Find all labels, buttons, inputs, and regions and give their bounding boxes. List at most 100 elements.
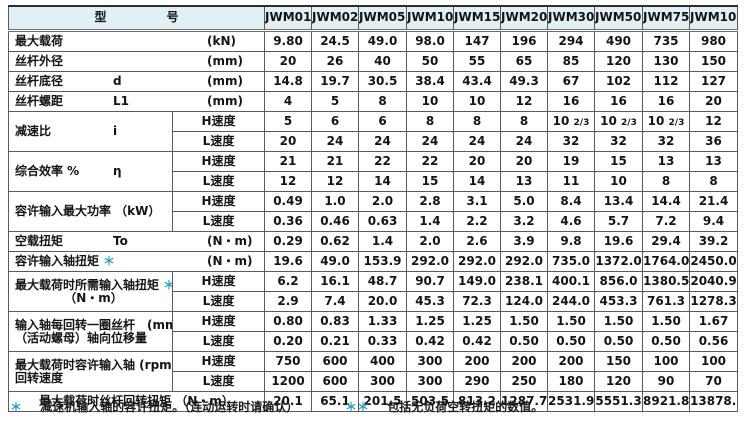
footnote-single-star: ＊ 减速机输入轴的容许扭矩。（连动运转时请确认） bbox=[10, 398, 298, 415]
value-cell: 20 bbox=[264, 131, 313, 152]
value-cell: 1287.7 bbox=[500, 391, 549, 412]
value-cell: 32 bbox=[547, 131, 596, 152]
value-cell: 19.6 bbox=[264, 251, 313, 272]
value-cell: 14 bbox=[358, 171, 408, 192]
value-cell: 14 bbox=[453, 171, 502, 192]
value-cell: 2040.9 bbox=[689, 271, 739, 292]
value-cell: 3.9 bbox=[500, 231, 549, 252]
value-cell: 150 bbox=[594, 351, 644, 372]
row-label-cell: 容许输入轴扭矩＊ (N・m) bbox=[7, 251, 266, 272]
value-cell: 1.4 bbox=[406, 211, 455, 232]
row-unit: (mm) bbox=[207, 53, 243, 68]
table-head: 型 号JWM010JWM025JWM050JWM100JWM150JWM200J… bbox=[7, 5, 739, 32]
value-cell: 150 bbox=[689, 51, 739, 72]
table-row: 丝杆螺距 L1 (mm) 4 5 8 10 10 12 16 16 16 20 bbox=[7, 91, 739, 112]
value-cell: 238.1 bbox=[500, 271, 549, 292]
value-cell: 8 bbox=[689, 171, 739, 192]
value-cell: 2.8 bbox=[406, 191, 455, 212]
value-cell: 65 bbox=[500, 51, 549, 72]
value-cell: 10 bbox=[453, 91, 502, 112]
row-label-text: 最大载荷 bbox=[15, 34, 64, 49]
value-cell: 19.7 bbox=[311, 71, 360, 92]
row-symbol: L1 bbox=[113, 93, 129, 108]
value-cell: 12 bbox=[500, 91, 549, 112]
value-cell: 24 bbox=[358, 131, 408, 152]
value-cell: 400 bbox=[358, 351, 408, 372]
value-cell: 20 bbox=[264, 51, 313, 72]
value-cell: 127 bbox=[689, 71, 739, 92]
value-cell: 24 bbox=[406, 131, 455, 152]
value-cell: 15 bbox=[594, 151, 644, 172]
footnote-bar: ＊ 减速机输入轴的容许扭矩。（连动运转时请确认） ＊＊ 包括无负荷空转扭矩的数值… bbox=[0, 398, 745, 418]
spec-table: 型 号JWM010JWM025JWM050JWM100JWM150JWM200J… bbox=[7, 5, 739, 412]
value-cell: 9.80 bbox=[264, 30, 313, 52]
value-cell: 292.0 bbox=[406, 251, 455, 272]
row-label-text: 丝杆螺距 bbox=[15, 94, 64, 109]
table-row: L速度 12 12 14 15 14 13 11 10 8 8 bbox=[9, 171, 739, 192]
value-cell: 16.1 bbox=[311, 271, 360, 292]
row-label-text: 容许输入轴扭矩 bbox=[15, 254, 100, 269]
value-cell: 13878.3 bbox=[689, 391, 739, 412]
value-cell: 16 bbox=[594, 91, 644, 112]
value-cell: 200 bbox=[500, 351, 549, 372]
row-label: 最大载荷时丝杆回转扭矩 （N・m） bbox=[10, 395, 264, 408]
value-cell: 19 bbox=[547, 151, 596, 172]
speed-label-cell: L速度 bbox=[171, 211, 266, 232]
value-cell: 43.4 bbox=[453, 71, 502, 92]
column-header: JWM1000 bbox=[689, 5, 739, 32]
value-cell: 856.0 bbox=[594, 271, 644, 292]
value-cell: 2.9 bbox=[264, 291, 313, 312]
value-cell: 10 bbox=[406, 91, 455, 112]
value-cell: 1.25 bbox=[453, 311, 502, 332]
row-symbol: i bbox=[113, 123, 118, 138]
value-cell: 7.2 bbox=[642, 211, 691, 232]
row-label-text: 减速比 bbox=[15, 124, 52, 139]
speed-label-cell: L速度 bbox=[171, 171, 266, 192]
footnote-double-star: ＊＊ 包括无负荷空转扭矩的数值。 bbox=[345, 398, 543, 415]
value-cell: 5.7 bbox=[594, 211, 644, 232]
value-cell: 0.33 bbox=[358, 331, 408, 352]
value-cell: 12 bbox=[311, 171, 360, 192]
column-header: JWM100 bbox=[406, 5, 455, 32]
row-label: 容许输入轴扭矩＊ bbox=[15, 255, 264, 268]
row-label-cell: 丝杆螺距 L1 (mm) bbox=[7, 91, 266, 112]
row-label-line2: 回转速度 bbox=[15, 370, 64, 385]
value-cell: 24 bbox=[500, 131, 549, 152]
row-label-cell: 综合效率 % η bbox=[8, 151, 173, 192]
value-cell: 50 bbox=[406, 51, 455, 72]
column-header: JWM025 bbox=[311, 5, 360, 32]
table-row: 最大载荷时丝杆回转扭矩 （N・m） 20.1 65.1 201.5 503.5 813.2… bbox=[7, 391, 739, 412]
value-cell: 0.36 bbox=[264, 211, 313, 232]
table-row: 容许输入轴扭矩＊ (N・m) 19.6 49.0 153.9 292.0 292.0 292.… bbox=[7, 251, 739, 272]
table-row: 容许输入最大功率 （kW） H速度 0.49 1.0 2.0 2.8 3.1 5.0 8.4 13… bbox=[8, 191, 739, 232]
value-cell: 40 bbox=[358, 51, 408, 72]
value-cell: 9.8 bbox=[547, 231, 596, 252]
value-cell: 24.5 bbox=[311, 30, 360, 52]
value-cell: 8 bbox=[406, 111, 455, 132]
table-row: L速度 0.36 0.46 0.63 1.4 2.2 3.2 4.6 5.7 7.2 9.4 bbox=[9, 211, 739, 232]
row-symbol: d bbox=[113, 73, 122, 88]
table-row: L速度 20 24 24 24 24 24 32 32 32 36 bbox=[9, 131, 739, 152]
row-label-text: 空载扭矩 bbox=[15, 234, 64, 249]
value-cell: 2.6 bbox=[453, 231, 502, 252]
value-cell: 750 bbox=[264, 351, 313, 372]
value-cell: 1.50 bbox=[500, 311, 549, 332]
value-cell: 10 bbox=[594, 171, 644, 192]
value-cell: 72.3 bbox=[453, 291, 502, 312]
row-label-text: 最大载荷时容许输入轴 (rpm) bbox=[15, 357, 173, 372]
value-cell: 200 bbox=[453, 351, 502, 372]
value-cell: 29.4 bbox=[642, 231, 691, 252]
value-cell: 2.2 bbox=[453, 211, 502, 232]
value-cell: 90 bbox=[642, 371, 691, 392]
value-cell: 0.83 bbox=[311, 311, 360, 332]
value-cell: 0.50 bbox=[594, 331, 644, 352]
value-cell: 453.3 bbox=[594, 291, 644, 312]
value-cell: 600 bbox=[311, 351, 360, 372]
value-cell: 1.25 bbox=[406, 311, 455, 332]
value-cell: 5 bbox=[264, 111, 313, 132]
value-cell: 26 bbox=[311, 51, 360, 72]
row-label: 综合效率 % bbox=[15, 165, 172, 178]
value-cell: 1.50 bbox=[642, 311, 691, 332]
value-cell: 400.1 bbox=[547, 271, 596, 292]
value-cell: 1.33 bbox=[358, 311, 408, 332]
